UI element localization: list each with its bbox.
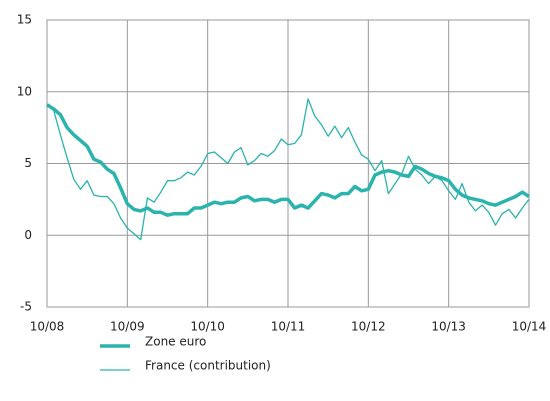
x-tick-label: 10/14 — [512, 320, 547, 334]
y-tick-label: 5 — [24, 156, 32, 170]
x-tick-label: 10/13 — [431, 320, 466, 334]
x-tick-label: 10/09 — [110, 320, 145, 334]
data-line — [46, 103, 530, 217]
y-tick-label: 15 — [17, 13, 32, 27]
legend-label: Zone euro — [145, 335, 206, 349]
data-line — [46, 98, 530, 241]
x-tick-label: 10/12 — [351, 320, 386, 334]
y-tick-label: -5 — [20, 300, 32, 314]
x-tick-label: 10/08 — [30, 320, 65, 334]
y-tick-label: 10 — [17, 84, 32, 98]
y-tick-label: 0 — [24, 228, 32, 242]
x-tick-label: 10/11 — [271, 320, 306, 334]
legend-label: France (contribution) — [145, 359, 271, 373]
x-tick-label: 10/10 — [190, 320, 225, 334]
